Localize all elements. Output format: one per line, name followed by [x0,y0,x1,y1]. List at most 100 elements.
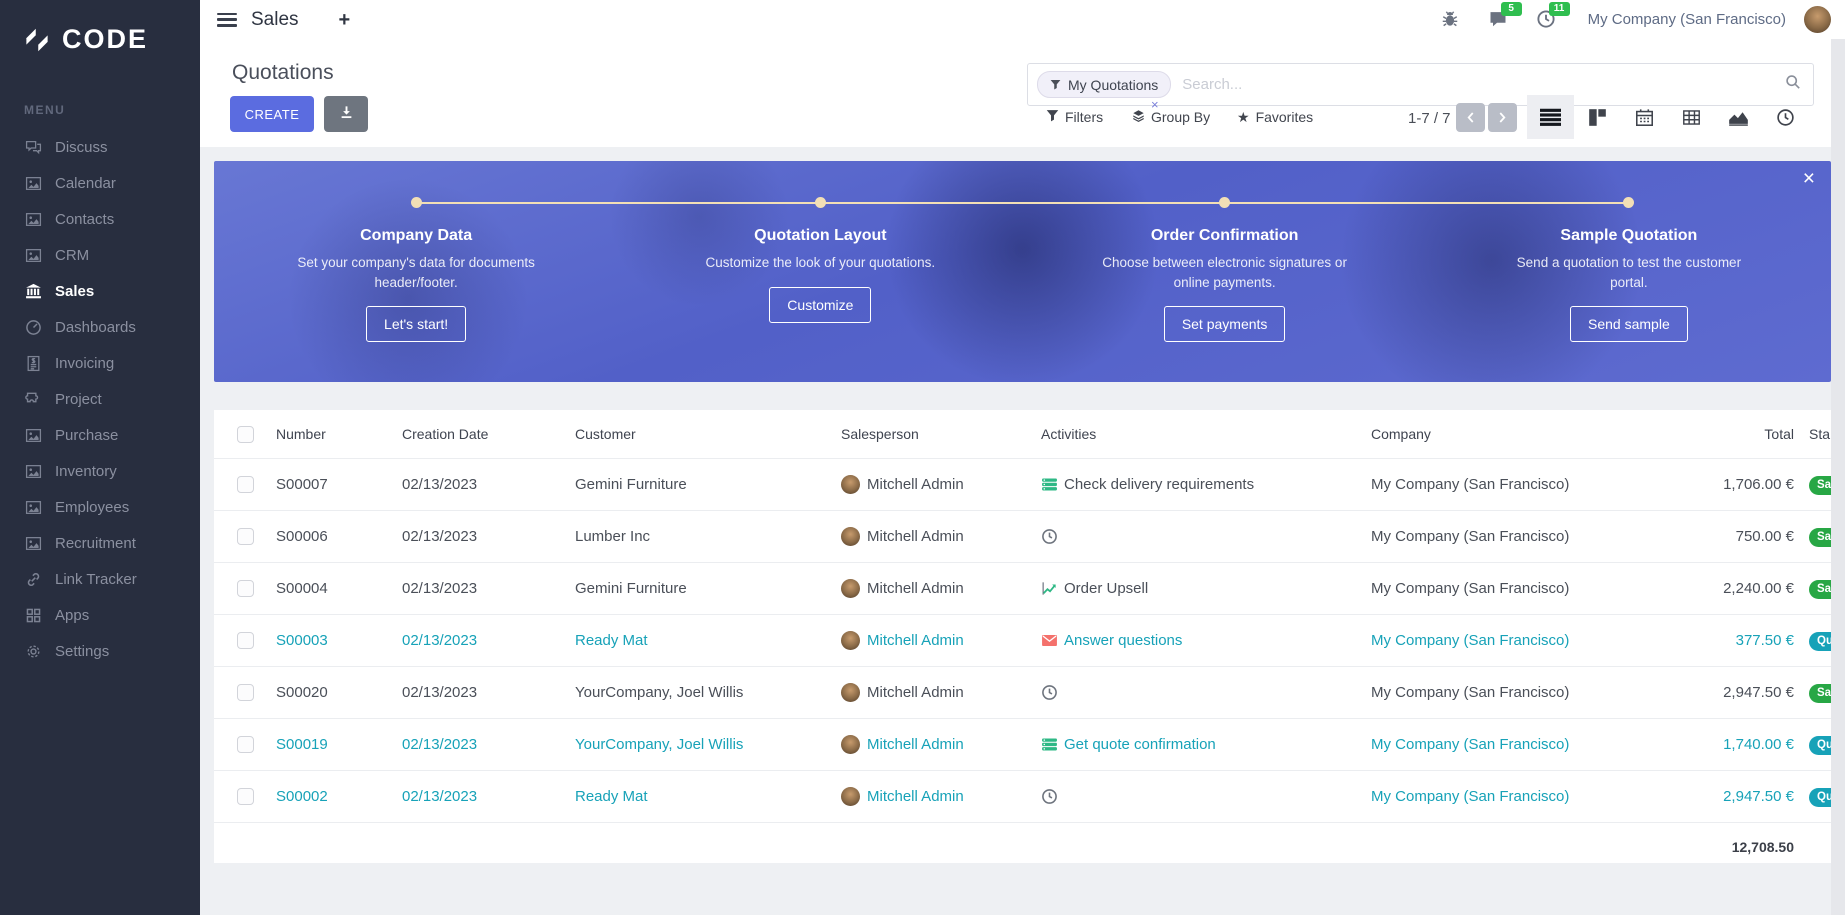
step-title: Company Data [360,227,473,244]
column-header-salesperson[interactable]: Salesperson [841,426,919,442]
table-row[interactable]: S00004 02/13/2023 Gemini Furniture Mitch… [214,562,1831,614]
search-icon[interactable] [1785,74,1801,95]
sidebar-item-contacts[interactable]: Contacts [0,201,200,237]
customer-name: Ready Mat [575,632,648,649]
pager-previous-button[interactable] [1456,103,1485,132]
app-logo[interactable]: CODE [0,0,200,55]
pivot-view-icon[interactable] [1668,95,1715,139]
sidebar-item-project[interactable]: Project [0,381,200,417]
sidebar-item-label: Apps [55,606,90,624]
filters-button[interactable]: Filters [1046,109,1103,125]
onboarding-step-order-confirmation: Order Confirmation Choose between electro… [1023,161,1427,382]
row-checkbox[interactable] [236,684,254,701]
sidebar-item-settings[interactable]: Settings [0,633,200,669]
app-title[interactable]: Sales [251,8,299,30]
column-header-sta[interactable]: Sta [1809,426,1831,442]
company-name: My Company (San Francisco) [1371,684,1570,701]
calendar-view-icon[interactable] [1621,95,1668,139]
select-all-checkbox[interactable] [236,425,254,443]
graph-view-icon[interactable] [1715,95,1762,139]
sidebar-item-label: Link Tracker [55,570,137,588]
salesperson-cell: Mitchell Admin [841,683,1041,702]
step-action-button[interactable]: Customize [769,286,872,323]
sidebar-item-label: Discuss [55,138,108,156]
activity-cell[interactable] [1041,528,1371,545]
table-row[interactable]: S00002 02/13/2023 Ready Mat Mitchell Adm… [214,770,1831,822]
column-header-company[interactable]: Company [1371,426,1431,442]
column-header-creation-date[interactable]: Creation Date [402,426,489,442]
quotation-number: S00006 [276,528,328,545]
row-checkbox[interactable] [236,528,254,545]
company-switcher[interactable]: My Company (San Francisco) [1587,11,1786,28]
create-button[interactable]: CREATE [230,96,314,132]
sidebar-item-calendar[interactable]: Calendar [0,165,200,201]
menu-section-label: MENU [24,103,66,117]
activity-cell[interactable] [1041,788,1371,805]
user-avatar[interactable] [1804,6,1831,33]
favorites-button[interactable]: ★ Favorites [1237,109,1314,125]
sidebar-item-recruitment[interactable]: Recruitment [0,525,200,561]
list-view-icon[interactable] [1527,95,1574,139]
column-header-activities[interactable]: Activities [1041,426,1097,442]
search-facet[interactable]: My Quotations [1037,71,1172,98]
customer-name: YourCompany, Joel Willis [575,684,744,701]
sidebar-item-purchase[interactable]: Purchase [0,417,200,453]
table-row[interactable]: S00003 02/13/2023 Ready Mat Mitchell Adm… [214,614,1831,666]
column-header-customer[interactable]: Customer [575,426,636,442]
activities-clock-icon[interactable]: 11 [1536,1,1570,31]
status-badge: Sal [1809,683,1831,703]
hamburger-menu-icon[interactable] [217,12,237,27]
step-action-button[interactable]: Set payments [1163,306,1286,343]
table-row[interactable]: S00019 02/13/2023 YourCompany, Joel Will… [214,718,1831,770]
search-input[interactable] [1180,75,1785,94]
row-checkbox[interactable] [236,580,254,597]
step-description: Send a quotation to test the customer po… [1516,255,1742,290]
activity-cell[interactable]: Check delivery requirements [1041,476,1371,493]
row-checkbox[interactable] [236,788,254,805]
row-checkbox[interactable] [236,632,254,649]
sidebar-item-crm[interactable]: CRM [0,237,200,273]
column-header-total[interactable]: Total [1764,426,1794,442]
sidebar-item-dashboards[interactable]: Dashboards [0,309,200,345]
sidebar-item-label: CRM [55,246,90,264]
salesperson-name: Mitchell Admin [867,684,964,701]
table-row[interactable]: S00007 02/13/2023 Gemini Furniture Mitch… [214,458,1831,510]
table-row[interactable]: S00006 02/13/2023 Lumber Inc Mitchell Ad… [214,510,1831,562]
sidebar-item-label: Calendar [55,174,116,192]
pager-next-button[interactable] [1488,103,1517,132]
activity-view-icon[interactable] [1762,95,1809,139]
sidebar-item-employees[interactable]: Employees [0,489,200,525]
customer-name: Lumber Inc [575,528,651,545]
company-name: My Company (San Francisco) [1371,632,1570,649]
sidebar-item-inventory[interactable]: Inventory [0,453,200,489]
search-bar[interactable]: My Quotations × [1027,63,1814,112]
sidebar-item-link-tracker[interactable]: Link Tracker [0,561,200,597]
group-by-button[interactable]: Group By [1132,109,1210,125]
sidebar-item-invoicing[interactable]: Invoicing [0,345,200,381]
activity-cell[interactable]: Order Upsell [1041,580,1371,597]
column-header-number[interactable]: Number [276,426,326,442]
activity-cell[interactable]: Answer questions [1041,632,1371,649]
kanban-view-icon[interactable] [1574,95,1621,139]
sidebar-item-discuss[interactable]: Discuss [0,129,200,165]
step-action-button[interactable]: Send sample [1570,306,1688,343]
new-tab-button[interactable]: + [338,8,351,31]
banner-close-icon[interactable]: × [1802,167,1815,190]
activity-cell[interactable]: Get quote confirmation [1041,736,1371,753]
salesperson-cell: Mitchell Admin [841,787,1041,806]
row-checkbox[interactable] [236,736,254,753]
table-row[interactable]: S00020 02/13/2023 YourCompany, Joel Will… [214,666,1831,718]
quotation-number: S00007 [276,476,328,493]
salesperson-avatar [841,683,860,702]
messages-icon[interactable]: 5 [1488,1,1522,31]
facet-remove-icon[interactable]: × [1151,97,1159,112]
step-action-button[interactable]: Let's start! [366,306,467,343]
pager-range: 1-7 / 7 [1408,110,1451,127]
sidebar-item-sales[interactable]: Sales [0,273,200,309]
vertical-scrollbar[interactable] [1831,39,1845,915]
debug-bug-icon[interactable] [1440,9,1462,31]
sidebar-item-apps[interactable]: Apps [0,597,200,633]
activity-cell[interactable] [1041,684,1371,701]
export-button[interactable] [324,96,368,132]
row-checkbox[interactable] [236,476,254,493]
